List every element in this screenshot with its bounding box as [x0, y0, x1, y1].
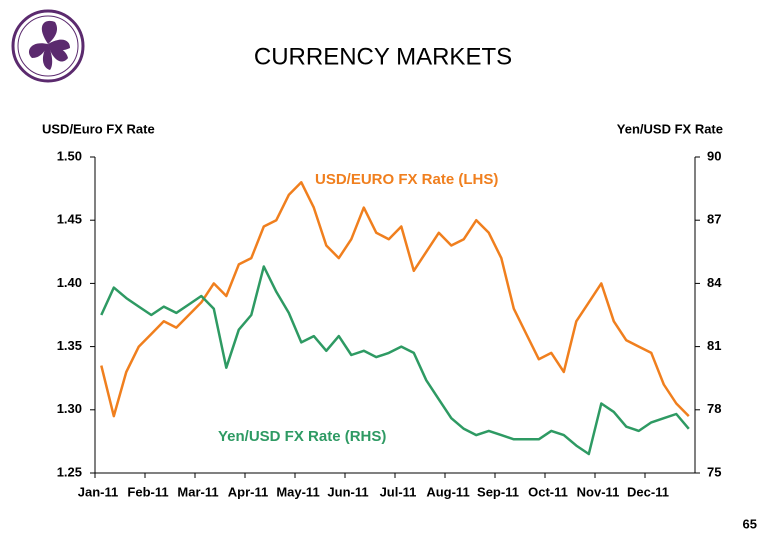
- y2-tick-label: 90: [707, 148, 721, 163]
- y2-tick-label: 75: [707, 464, 721, 479]
- x-tick-label: Jan-11: [78, 484, 118, 499]
- y-tick-label: 1.35: [57, 338, 82, 353]
- series-label: Yen/USD FX Rate (RHS): [218, 428, 386, 445]
- x-tick-label: Aug-11: [426, 484, 469, 499]
- x-tick-label: Jun-11: [327, 484, 368, 499]
- x-tick-label: Apr-11: [228, 484, 268, 499]
- x-tick-label: Sep-11: [477, 484, 519, 499]
- y-axis-title: USD/Euro FX Rate: [42, 121, 155, 136]
- y-tick-label: 1.25: [57, 464, 82, 479]
- x-tick-label: Nov-11: [577, 484, 620, 499]
- page-number: 65: [743, 516, 757, 531]
- y2-tick-label: 84: [707, 275, 722, 290]
- logo: [11, 9, 85, 83]
- slide-title: CURRENCY MARKETS: [254, 43, 512, 70]
- y-tick-label: 1.30: [57, 401, 82, 416]
- x-tick-label: Mar-11: [177, 484, 218, 499]
- y2-tick-label: 81: [707, 338, 721, 353]
- series-line: [100, 265, 690, 456]
- x-tick-label: Jul-11: [380, 484, 417, 499]
- y-tick-label: 1.45: [57, 212, 82, 227]
- series-label: USD/EURO FX Rate (LHS): [315, 171, 498, 188]
- y2-tick-label: 78: [707, 401, 721, 416]
- x-tick-label: Dec-11: [627, 484, 669, 499]
- y2-axis-title: Yen/USD FX Rate: [617, 121, 723, 136]
- y-tick-label: 1.40: [57, 275, 82, 290]
- series-line: [100, 181, 690, 418]
- y2-tick-label: 87: [707, 212, 721, 227]
- x-tick-label: Oct-11: [528, 484, 568, 499]
- x-tick-label: May-11: [276, 484, 319, 499]
- x-tick-label: Feb-11: [127, 484, 168, 499]
- y-tick-label: 1.50: [57, 148, 82, 163]
